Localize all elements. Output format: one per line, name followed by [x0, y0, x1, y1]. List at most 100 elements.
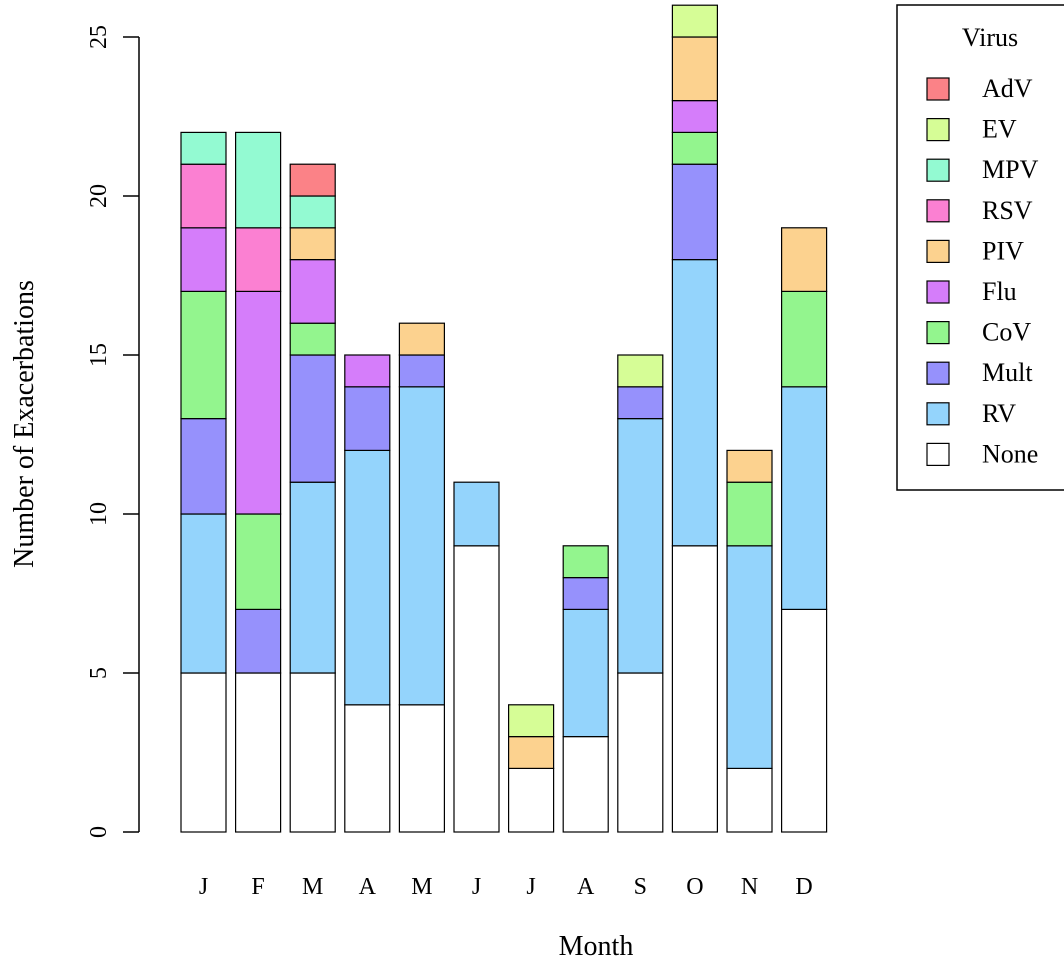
bar-segment-cov — [671, 131, 719, 165]
y-tick-label: 0 — [86, 826, 112, 838]
bar-segment-none — [180, 672, 227, 833]
bar-segment-rv — [671, 259, 719, 547]
bar-segment-rv — [180, 513, 227, 674]
legend-label-mult: Mult — [982, 358, 1033, 387]
bar-segment-none — [780, 608, 828, 833]
bar-segment-mult — [289, 354, 336, 483]
bar-segment-rv — [289, 481, 336, 674]
bar-segment-mult — [180, 418, 227, 515]
bar-segment-mult — [617, 386, 664, 420]
x-axis-title: Month — [559, 931, 634, 962]
legend-label-piv: PIV — [982, 236, 1024, 265]
legend-swatch-ev — [926, 117, 950, 142]
bar-segment-flu — [671, 99, 719, 133]
bar-segment-mult — [562, 576, 609, 610]
bar-segment-none — [726, 767, 773, 833]
bar-segment-none — [235, 672, 282, 833]
x-tick-label: M — [302, 874, 323, 900]
legend-frame — [896, 4, 1064, 491]
bar-segment-flu — [180, 227, 227, 293]
bar-segment-rv — [780, 386, 828, 610]
legend-label-mpv: MPV — [982, 155, 1039, 184]
legend-swatch-mpv — [926, 158, 950, 182]
legend-swatch-flu — [926, 280, 950, 304]
bar-segment-cov — [780, 290, 828, 388]
bars — [180, 4, 828, 833]
bar-segment-flu — [289, 259, 336, 324]
bar-segment-mult — [235, 608, 282, 674]
x-tick-label: A — [577, 874, 595, 900]
y-axis: 0 5 10 15 20 25 — [86, 25, 140, 838]
legend: Virus AdV EV MPV RSV PIV Flu CoV Mult RV None — [896, 4, 1064, 491]
bar-segment-rsv — [180, 163, 227, 229]
legend-label-rsv: RSV — [982, 196, 1033, 225]
bar-segment-ev — [508, 704, 555, 738]
bar-segment-piv — [289, 227, 336, 261]
x-tick-label: A — [359, 874, 377, 900]
bar-segment-mpv — [180, 131, 227, 165]
legend-swatch-adv — [926, 77, 950, 101]
bar-segment-none — [617, 672, 664, 833]
legend-label-cov: CoV — [982, 318, 1031, 347]
bar-segment-none — [344, 704, 391, 833]
y-tick-label: 15 — [86, 343, 112, 367]
legend-label-rv: RV — [982, 399, 1016, 428]
bar-segment-rsv — [235, 227, 282, 293]
bar-segment-cov — [562, 545, 609, 579]
bar-segment-mult — [398, 354, 445, 388]
bar-segment-piv — [780, 227, 828, 293]
bar-segment-cov — [289, 322, 336, 356]
legend-label-adv: AdV — [982, 74, 1033, 103]
x-tick-label: J — [472, 874, 481, 900]
bar-segment-rv — [344, 449, 391, 706]
legend-swatch-rv — [926, 402, 950, 426]
y-tick-label: 20 — [86, 184, 112, 208]
bar-segment-none — [562, 735, 609, 833]
bar-segment-none — [453, 545, 500, 833]
bar-segment-cov — [235, 513, 282, 611]
bar-segment-piv — [398, 322, 445, 356]
bar-segment-piv — [671, 36, 719, 102]
bar-segment-cov — [180, 290, 227, 420]
legend-label-flu: Flu — [982, 277, 1017, 306]
bar-segment-rv — [726, 545, 773, 769]
legend-swatch-none — [926, 442, 950, 466]
x-tick-label: S — [634, 874, 647, 900]
bar-segment-rv — [562, 608, 609, 738]
x-tick-label: M — [411, 874, 432, 900]
legend-swatch-rsv — [926, 199, 950, 223]
y-axis-title: Number of Exacerbations — [9, 280, 40, 568]
bar-segment-mult — [344, 386, 391, 451]
bar-segment-cov — [726, 481, 773, 547]
x-tick-label: O — [686, 874, 703, 900]
bar-segment-piv — [726, 449, 773, 483]
y-tick-label: 5 — [86, 667, 112, 679]
bar-segment-adv — [289, 163, 336, 197]
legend-swatch-cov — [926, 321, 950, 345]
x-tick-label: N — [741, 874, 758, 900]
bar-segment-rv — [617, 418, 664, 674]
bar-segment-flu — [235, 290, 282, 515]
bar-segment-rv — [398, 386, 445, 706]
bar-segment-flu — [344, 354, 391, 388]
bar-segment-none — [671, 545, 719, 833]
legend-label-ev: EV — [982, 115, 1017, 144]
x-tick-label: D — [795, 874, 812, 900]
y-tick-label: 10 — [86, 502, 112, 526]
bar-segment-ev — [671, 4, 719, 38]
legend-label-none: None — [982, 439, 1038, 468]
bar-segment-piv — [508, 735, 555, 769]
legend-swatch-mult — [926, 361, 950, 385]
x-tick-label: J — [199, 874, 208, 900]
legend-swatch-piv — [926, 239, 950, 263]
y-tick-label: 25 — [86, 25, 112, 49]
legend-title: Virus — [962, 23, 1018, 52]
bar-segment-mpv — [289, 195, 336, 229]
bar-segment-ev — [617, 354, 664, 388]
x-tick-label: F — [251, 874, 264, 900]
bar-segment-none — [398, 704, 445, 833]
bar-segment-mpv — [235, 131, 282, 229]
bar-segment-none — [289, 672, 336, 833]
